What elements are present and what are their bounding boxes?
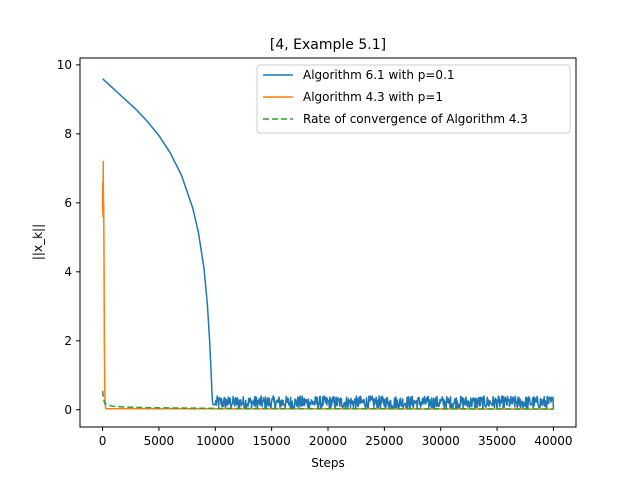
y-tick-label: 2 [64,334,72,348]
x-tick-label: 25000 [365,434,403,448]
x-tick-label: 30000 [422,434,460,448]
x-tick-label: 0 [99,434,107,448]
x-axis-label: Steps [311,456,345,470]
x-tick-label: 5000 [144,434,175,448]
legend-label: Algorithm 6.1 with p=0.1 [303,68,455,82]
x-axis-ticks: 0 5000 10000 15000 20000 25000 30000 35000 40000 [99,427,573,448]
legend-label: Rate of convergence of Algorithm 4.3 [303,112,528,126]
series-line-3 [101,390,554,410]
y-axis-ticks: 0 2 4 6 8 10 [57,58,80,417]
y-tick-label: 6 [64,196,72,210]
legend: Algorithm 6.1 with p=0.1 Algorithm 4.3 wi… [256,64,571,134]
x-tick-label: 20000 [309,434,347,448]
legend-label: Algorithm 4.3 with p=1 [303,90,443,104]
series-line-1 [102,78,555,410]
y-tick-label: 0 [64,403,72,417]
y-axis-label: ||x_k|| [31,224,45,260]
plot-series-group [101,78,555,410]
y-tick-label: 10 [57,58,72,72]
y-tick-label: 8 [64,127,72,141]
x-tick-label: 35000 [478,434,516,448]
x-tick-label: 10000 [196,434,234,448]
y-tick-label: 4 [64,265,72,279]
legend-box [256,64,571,134]
x-tick-label: 15000 [253,434,291,448]
x-tick-label: 40000 [534,434,572,448]
series-line-2 [101,160,554,410]
chart-title: [4, Example 5.1] [270,37,386,53]
